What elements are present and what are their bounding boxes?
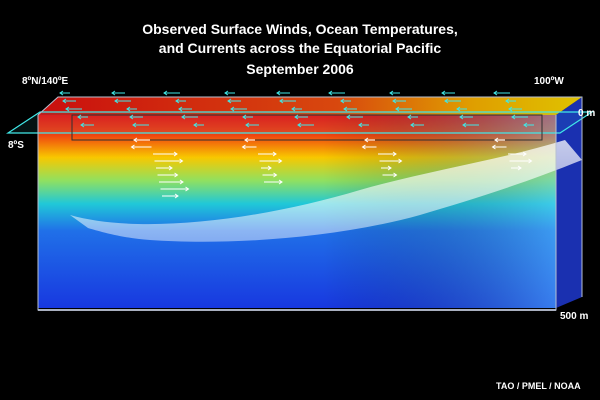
wind-arrow bbox=[297, 122, 314, 128]
wind-arrow bbox=[459, 114, 473, 120]
wind-arrow bbox=[294, 114, 308, 120]
wind-arrow bbox=[410, 122, 424, 128]
wind-arrow bbox=[493, 90, 510, 96]
label-surface-depth: 0 m bbox=[578, 108, 596, 119]
current-arrow bbox=[153, 151, 178, 157]
wind-arrow bbox=[224, 90, 235, 96]
current-arrow bbox=[364, 137, 375, 143]
wind-arrow bbox=[505, 98, 516, 104]
current-arrow bbox=[244, 137, 255, 143]
current-arrow bbox=[511, 165, 522, 171]
label-sw-corner: 8ºS bbox=[8, 140, 24, 151]
current-vectors bbox=[130, 137, 533, 199]
current-arrow bbox=[154, 158, 184, 164]
current-arrow bbox=[491, 144, 507, 150]
wind-arrow bbox=[444, 98, 461, 104]
wind-arrow bbox=[462, 122, 479, 128]
wind-arrow bbox=[178, 106, 192, 112]
current-arrow bbox=[241, 144, 257, 150]
title-line-1: Observed Surface Winds, Ocean Temperatur… bbox=[142, 21, 458, 37]
label-nw-corner: 8ºN/140ºE bbox=[22, 76, 69, 87]
box-wireframe bbox=[37, 115, 557, 311]
wind-arrow bbox=[80, 122, 94, 128]
wind-arrow bbox=[181, 114, 198, 120]
wind-vectors bbox=[59, 90, 534, 128]
label-bottom-depth: 500 m bbox=[560, 311, 589, 322]
current-arrow bbox=[261, 165, 272, 171]
wind-arrow bbox=[132, 122, 149, 128]
box-wireframe-top bbox=[37, 96, 583, 297]
wind-arrow bbox=[340, 98, 351, 104]
current-arrow bbox=[160, 186, 190, 192]
wind-arrow bbox=[126, 106, 137, 112]
wind-arrow bbox=[392, 98, 406, 104]
wind-arrow bbox=[346, 114, 363, 120]
wind-arrow bbox=[456, 106, 467, 112]
current-arrow bbox=[259, 158, 283, 164]
wind-arrow bbox=[523, 122, 534, 128]
wind-arrow bbox=[389, 90, 400, 96]
wind-arrow bbox=[328, 90, 345, 96]
title-line-3: September 2006 bbox=[246, 61, 354, 77]
current-arrow bbox=[379, 158, 403, 164]
thermocline-surface bbox=[70, 140, 582, 242]
current-arrow bbox=[130, 144, 152, 150]
wind-arrow bbox=[114, 98, 131, 104]
wind-arrow bbox=[276, 90, 290, 96]
current-arrow bbox=[258, 151, 277, 157]
wind-arrow bbox=[358, 122, 369, 128]
wind-arrow bbox=[129, 114, 143, 120]
wind-arrow bbox=[291, 106, 302, 112]
wind-arrow bbox=[175, 98, 186, 104]
current-arrow bbox=[378, 151, 397, 157]
wind-arrow bbox=[407, 114, 418, 120]
current-arrow bbox=[162, 193, 179, 199]
current-arrow bbox=[508, 151, 527, 157]
wind-arrow bbox=[65, 106, 82, 112]
current-arrow bbox=[494, 137, 505, 143]
current-arrow bbox=[157, 172, 179, 178]
current-arrow bbox=[159, 179, 184, 185]
wind-arrow bbox=[77, 114, 88, 120]
wind-arrow bbox=[245, 122, 259, 128]
wind-arrow bbox=[508, 106, 522, 112]
current-arrow bbox=[133, 137, 150, 143]
wind-arrow bbox=[511, 114, 528, 120]
current-arrow bbox=[262, 172, 278, 178]
current-arrow bbox=[361, 144, 377, 150]
wind-arrow bbox=[193, 122, 204, 128]
wind-arrow bbox=[230, 106, 247, 112]
wind-arrow bbox=[242, 114, 253, 120]
current-arrow bbox=[264, 179, 283, 185]
current-arrow bbox=[382, 172, 398, 178]
current-arrow bbox=[156, 165, 173, 171]
wind-arrow bbox=[59, 90, 70, 96]
wind-arrow bbox=[395, 106, 412, 112]
current-arrow bbox=[381, 165, 392, 171]
wind-arrow bbox=[111, 90, 125, 96]
wind-arrow bbox=[227, 98, 241, 104]
current-arrow bbox=[509, 158, 533, 164]
title-line-2: and Currents across the Equatorial Pacif… bbox=[158, 40, 442, 56]
wind-arrow bbox=[163, 90, 180, 96]
wind-arrow bbox=[62, 98, 76, 104]
label-ne-corner: 100ºW bbox=[534, 76, 564, 87]
wind-arrow bbox=[343, 106, 357, 112]
front-inner-frame bbox=[71, 114, 543, 141]
wind-arrow bbox=[441, 90, 455, 96]
wind-arrow bbox=[279, 98, 296, 104]
credit-text: TAO / PMEL / NOAA bbox=[496, 381, 581, 391]
